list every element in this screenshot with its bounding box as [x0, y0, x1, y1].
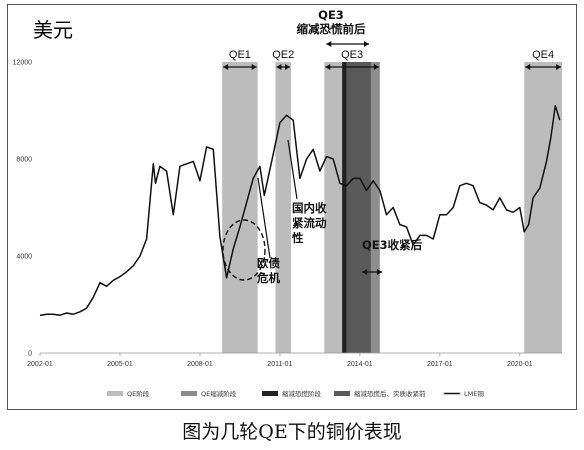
pointer-domestic-tight — [287, 139, 298, 200]
band-1 — [275, 62, 292, 353]
x-tick-label: 2002-01 — [27, 361, 53, 368]
x-tick-label: 2014-01 — [347, 361, 373, 368]
annotation-qe3-taper-panic-1: QE3 — [318, 8, 344, 22]
taper-panic-arrow — [326, 41, 369, 47]
band-arrow-qe1 — [223, 64, 257, 70]
price-line-layer — [39, 104, 561, 317]
band-label-qe4: QE4 — [532, 49, 554, 61]
qe-bands — [222, 62, 562, 353]
annotations: QE3 缩减恐慌前后 国内收 紧流动 性 欧债 危机 QE3收紧后 QE1 QE2… — [222, 8, 561, 285]
qe3-tightening-arrow — [362, 269, 383, 275]
legend-swatch-0 — [107, 391, 123, 396]
legend-label-3: 缩减恐慌后、实质收紧前 — [354, 389, 426, 398]
y-tick-label: 0 — [28, 351, 32, 358]
band-arrow-qe4-head-left — [525, 64, 531, 70]
y-tick-label: 12000 — [13, 60, 33, 67]
annotation-domestic-tight-2: 紧流动 — [292, 216, 327, 230]
legend-label-2: 缩减恐慌阶段 — [282, 389, 322, 398]
annotation-qe3-tightening: QE3收紧后 — [362, 238, 423, 252]
qe3-tightening-arrow-head-left — [362, 269, 368, 275]
band-5 — [370, 62, 380, 353]
legend-label-1: QE缩减阶段 — [201, 389, 237, 398]
x-tick-label: 2017-01 — [427, 361, 453, 368]
annotation-domestic-tight-3: 性 — [292, 231, 304, 245]
band-arrow-qe1-head-right — [251, 64, 257, 70]
euro-debt-ellipse — [222, 219, 266, 281]
legend-swatch-3 — [334, 391, 350, 396]
qe3-tightening-arrow-head-right — [377, 269, 383, 275]
band-arrow-qe4-head-right — [556, 64, 561, 70]
band-arrow-qe3-head-right — [373, 64, 379, 70]
figure-caption: 图为几轮QE下的铜价表现 — [182, 421, 402, 443]
x-tick-label: 2008-01 — [187, 361, 213, 368]
band-0 — [222, 62, 258, 353]
y-tick-label: 8000 — [16, 157, 32, 164]
band-2 — [324, 62, 343, 353]
band-4 — [346, 62, 371, 353]
legend-swatch-1 — [181, 391, 197, 396]
band-arrow-qe2-head-left — [276, 64, 282, 70]
taper-panic-arrow-head-right — [363, 41, 369, 47]
annotation-domestic-tight-1: 国内收 — [292, 201, 327, 215]
band-arrow-qe4 — [525, 64, 561, 70]
band-label-qe3: QE3 — [341, 49, 363, 61]
band-arrow-qe1-head-left — [223, 64, 229, 70]
legend-label-4: LME铜 — [464, 389, 484, 398]
annotation-qe3-taper-panic-2: 缩减恐慌前后 — [297, 22, 366, 36]
axes: 0 4000 8000 12000 2002-01 2005-01 2008-01 2011-… — [13, 60, 562, 368]
band-arrow-qe2 — [276, 64, 291, 70]
y-tick-label: 4000 — [16, 254, 32, 261]
annotation-euro-debt-1: 欧债 — [257, 256, 280, 270]
pointer-euro-debt — [257, 177, 271, 259]
annotation-euro-debt-2: 危机 — [256, 271, 280, 285]
legend: QE阶段 QE缩减阶段 缩减恐慌阶段 缩减恐慌后、实质收紧前 LME铜 — [107, 389, 484, 398]
series-line-0 — [39, 104, 561, 317]
chart-frame — [7, 4, 577, 410]
x-tick-label: 2011-01 — [267, 361, 292, 368]
band-arrow-qe3-head-left — [325, 64, 331, 70]
band-label-qe1: QE1 — [229, 49, 251, 61]
band-arrow-qe3 — [325, 64, 379, 70]
band-arrow-qe2-head-right — [285, 64, 291, 70]
x-tick-label: 2020-01 — [507, 361, 533, 368]
band-label-qe2: QE2 — [272, 49, 294, 61]
x-tick-label: 2005-01 — [107, 361, 133, 368]
taper-panic-arrow-head-left — [326, 41, 332, 47]
band-3 — [342, 62, 347, 353]
legend-swatch-2 — [262, 391, 278, 396]
legend-label-0: QE阶段 — [127, 389, 150, 398]
band-6 — [524, 62, 562, 353]
unit-label: 美元 — [33, 18, 73, 42]
